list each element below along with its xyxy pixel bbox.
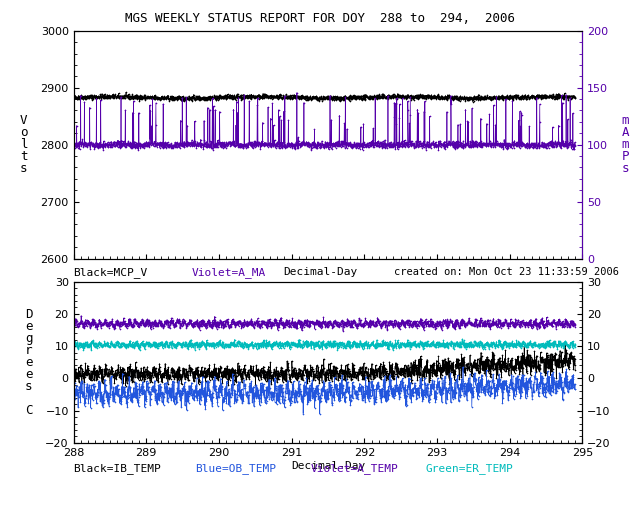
Text: MGS WEEKLY STATUS REPORT FOR DOY  288 to  294,  2006: MGS WEEKLY STATUS REPORT FOR DOY 288 to … xyxy=(125,12,515,25)
Text: Decimal-Day: Decimal-Day xyxy=(283,267,357,278)
Y-axis label: D
e
g
r
e
e
s
 
C: D e g r e e s C xyxy=(25,308,33,417)
X-axis label: Decimal-Day: Decimal-Day xyxy=(291,460,365,471)
Y-axis label: m
A
m
P
s: m A m P s xyxy=(621,114,629,175)
Text: Blue=OB_TEMP: Blue=OB_TEMP xyxy=(195,463,276,474)
Text: Black=IB_TEMP: Black=IB_TEMP xyxy=(74,463,161,474)
Y-axis label: V
o
l
t
s: V o l t s xyxy=(20,114,28,175)
Text: Black=MCP_V: Black=MCP_V xyxy=(74,267,148,278)
Text: Green=ER_TEMP: Green=ER_TEMP xyxy=(426,463,513,474)
Text: created on: Mon Oct 23 11:33:59 2006: created on: Mon Oct 23 11:33:59 2006 xyxy=(394,267,619,278)
Text: Violet=A_TEMP: Violet=A_TEMP xyxy=(310,463,398,474)
Text: Violet=A_MA: Violet=A_MA xyxy=(192,267,266,278)
